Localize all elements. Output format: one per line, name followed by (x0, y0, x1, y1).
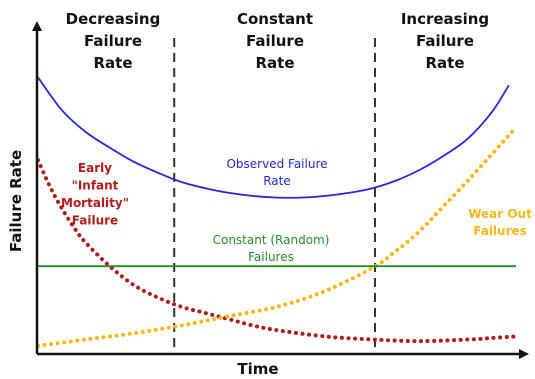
series-label-observed: Observed Failure Rate (226, 157, 327, 188)
series-line-observed (37, 76, 510, 199)
y-axis-label: Failure Rate (7, 150, 25, 252)
series-line-infant (36, 158, 518, 344)
series-label-constant: Constant (Random) Failures (213, 233, 330, 264)
series-line-wear_out (36, 125, 518, 348)
region-title-constant: Constant Failure Rate (237, 10, 313, 72)
region-title-increasing: Increasing Failure Rate (401, 10, 489, 72)
series-label-infant: Early "Infant Mortality" Failure (61, 161, 129, 228)
region-title-decreasing: Decreasing Failure Rate (66, 10, 161, 72)
series-label-wear_out: Wear Out Failures (468, 207, 532, 238)
x-axis-label: Time (237, 360, 278, 378)
